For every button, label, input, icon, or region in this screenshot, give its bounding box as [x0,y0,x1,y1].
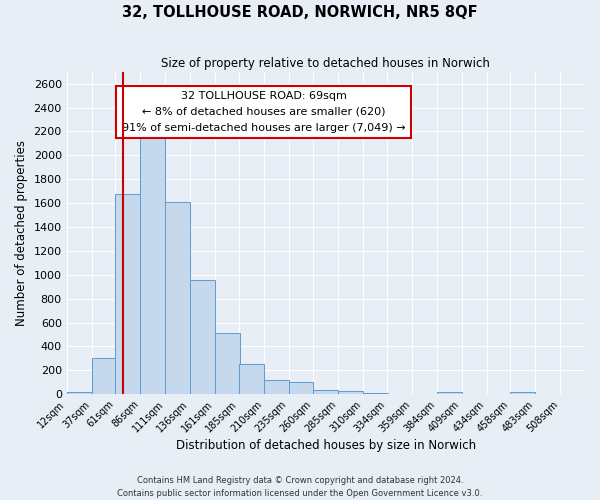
X-axis label: Distribution of detached houses by size in Norwich: Distribution of detached houses by size … [176,440,476,452]
Bar [289,382,313,394]
Bar [140,138,165,394]
Bar [239,364,263,394]
Bar [67,392,92,394]
Bar [511,392,535,394]
Title: Size of property relative to detached houses in Norwich: Size of property relative to detached ho… [161,58,490,70]
Bar [263,380,289,394]
Bar [190,280,215,394]
Bar [338,391,363,394]
Bar [313,390,338,394]
Bar [165,202,190,394]
Bar [92,358,116,394]
Y-axis label: Number of detached properties: Number of detached properties [15,140,28,326]
Bar [215,334,240,394]
Bar [437,392,461,394]
Text: Contains HM Land Registry data © Crown copyright and database right 2024.
Contai: Contains HM Land Registry data © Crown c… [118,476,482,498]
Text: 32 TOLLHOUSE ROAD: 69sqm
← 8% of detached houses are smaller (620)
91% of semi-d: 32 TOLLHOUSE ROAD: 69sqm ← 8% of detache… [122,92,406,132]
Text: 32, TOLLHOUSE ROAD, NORWICH, NR5 8QF: 32, TOLLHOUSE ROAD, NORWICH, NR5 8QF [122,5,478,20]
Bar [115,194,140,394]
Bar [363,393,388,394]
